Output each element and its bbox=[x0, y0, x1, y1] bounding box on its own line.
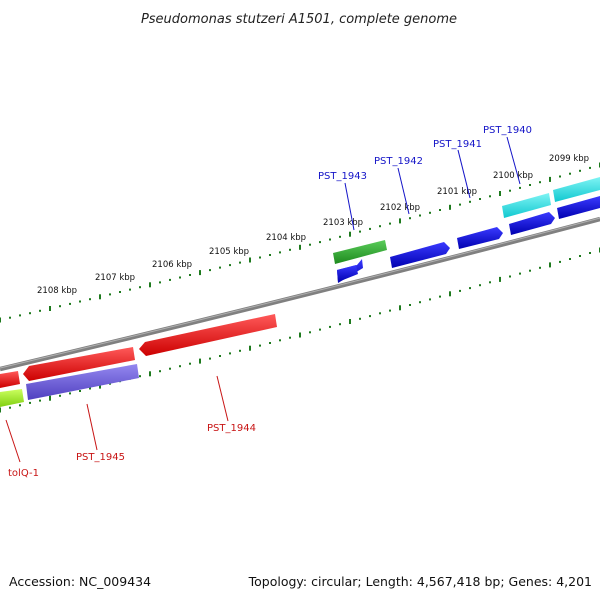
genome-backbone bbox=[0, 216, 600, 372]
leader-line-pst1943 bbox=[344, 182, 355, 231]
scale-labels: 2108 kbp 2107 kbp 2106 kbp 2105 kbp 2104… bbox=[37, 154, 589, 296]
outer-tick-track bbox=[0, 162, 600, 323]
gene-label-tolq1[interactable]: tolQ-1 bbox=[8, 468, 39, 479]
map-title: Pseudomonas stutzeri A1501, complete gen… bbox=[141, 12, 457, 27]
scale-label-2106: 2106 kbp bbox=[152, 260, 192, 270]
accession-text: Accession: NC_009434 bbox=[9, 574, 151, 589]
gene-feature-cyan-2[interactable] bbox=[553, 177, 600, 202]
gene-feature-red-1[interactable] bbox=[0, 371, 20, 388]
scale-label-2103: 2103 kbp bbox=[323, 218, 363, 228]
gene-feature-blue-2[interactable] bbox=[390, 242, 450, 268]
gene-label-pst1943[interactable]: PST_1943 bbox=[318, 171, 367, 182]
scale-label-2105: 2105 kbp bbox=[209, 247, 249, 257]
gene-feature-blue-3[interactable] bbox=[457, 227, 503, 249]
leader-line-pst1944 bbox=[216, 375, 229, 422]
gene-label-pst1945[interactable]: PST_1945 bbox=[76, 452, 125, 463]
gene-label-pst1942[interactable]: PST_1942 bbox=[374, 156, 423, 167]
leader-line-pst1941 bbox=[457, 149, 471, 199]
leader-line-pst1945 bbox=[86, 403, 98, 451]
scale-label-2104: 2104 kbp bbox=[266, 233, 306, 243]
genome-summary-text: Topology: circular; Length: 4,567,418 bp… bbox=[248, 574, 592, 589]
scale-label-2102: 2102 kbp bbox=[380, 203, 420, 213]
gene-labels-bottom: tolQ-1 PST_1945 PST_1944 bbox=[5, 375, 256, 479]
forward-strand-genes bbox=[333, 177, 600, 283]
reverse-strand-genes bbox=[0, 314, 277, 407]
gene-label-pst1941[interactable]: PST_1941 bbox=[433, 139, 482, 150]
leader-line-tolq1 bbox=[5, 419, 21, 463]
gene-labels-top: PST_1943 PST_1942 PST_1941 PST_1940 bbox=[318, 125, 532, 231]
scale-label-2108: 2108 kbp bbox=[37, 286, 77, 296]
gene-feature-lime[interactable] bbox=[0, 389, 24, 407]
gene-label-pst1940[interactable]: PST_1940 bbox=[483, 125, 532, 136]
scale-label-2101: 2101 kbp bbox=[437, 187, 477, 197]
leader-line-pst1942 bbox=[397, 167, 410, 215]
inner-tick-track bbox=[0, 247, 600, 413]
gene-feature-cyan-1[interactable] bbox=[502, 193, 551, 218]
leader-line-pst1940 bbox=[506, 136, 521, 185]
scale-label-2099: 2099 kbp bbox=[549, 154, 589, 164]
gene-feature-red-2[interactable] bbox=[23, 347, 135, 381]
gene-feature-blue-5[interactable] bbox=[557, 196, 600, 219]
gene-feature-red-3[interactable] bbox=[139, 314, 277, 356]
genome-backbone-highlight bbox=[0, 217, 600, 369]
gene-feature-blue-4[interactable] bbox=[509, 212, 555, 235]
scale-label-2100: 2100 kbp bbox=[493, 171, 533, 181]
gene-label-pst1944[interactable]: PST_1944 bbox=[207, 423, 256, 434]
gene-feature-green[interactable] bbox=[333, 240, 387, 264]
gene-feature-purple[interactable] bbox=[26, 364, 139, 400]
scale-label-2107: 2107 kbp bbox=[95, 273, 135, 283]
gene-feature-blue-1b[interactable] bbox=[337, 265, 358, 282]
